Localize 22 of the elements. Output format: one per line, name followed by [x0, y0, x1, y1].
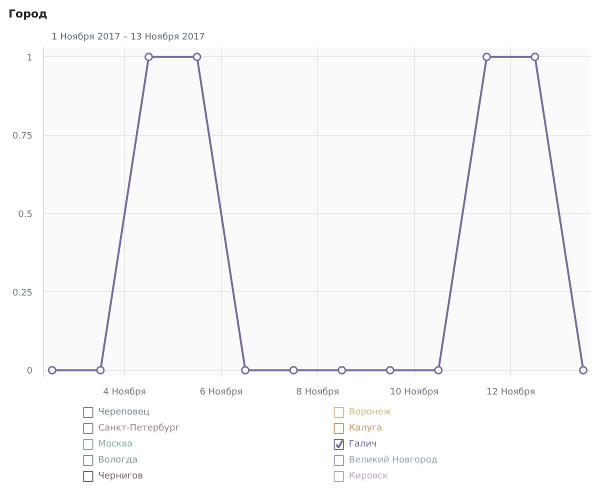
x-tick-label: 12 Ноября — [486, 388, 536, 398]
legend-label: Вологда — [98, 456, 138, 466]
chart-subtitle: 1 Ноября 2017 – 13 Ноября 2017 — [52, 32, 205, 42]
legend-label: Воронеж — [348, 408, 392, 418]
y-tick-label: 0.5 — [18, 210, 33, 220]
y-tick-label: 0.25 — [12, 288, 33, 298]
y-tick-label: 0.75 — [12, 132, 33, 142]
legend-label: Москва — [98, 440, 133, 450]
legend-label: Санкт-Петербург — [98, 424, 180, 434]
legend-label: Калуга — [348, 424, 382, 434]
legend-label: Череповец — [98, 408, 150, 418]
chart-title: Город — [8, 8, 48, 20]
legend-label: Кировск — [348, 472, 389, 482]
x-tick-label: 4 Ноября — [103, 388, 146, 398]
y-tick-label: 0 — [26, 366, 33, 377]
legend-label: Чернигов — [98, 472, 143, 482]
legend-label: Великий Новгород — [348, 456, 438, 466]
x-tick-label: 6 Ноября — [200, 388, 243, 398]
x-tick-label: 8 Ноября — [296, 388, 340, 398]
x-tick-label: 10 Ноября — [390, 388, 439, 398]
y-tick-label: 1 — [26, 53, 33, 64]
legend-label: Галич — [348, 440, 377, 450]
